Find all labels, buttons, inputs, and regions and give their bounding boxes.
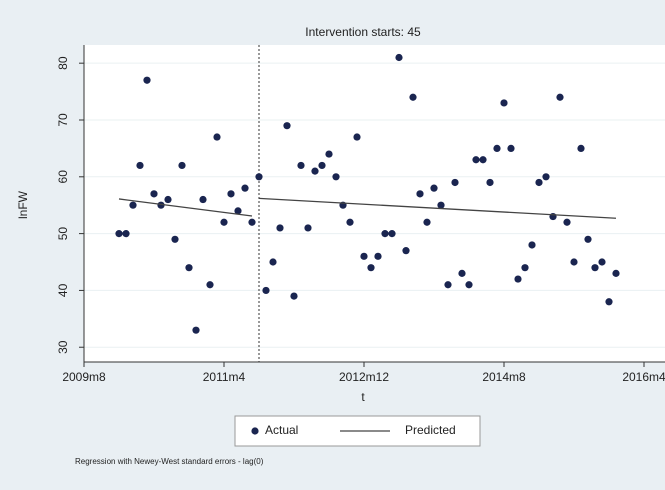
point xyxy=(479,156,487,164)
point xyxy=(353,133,361,141)
point xyxy=(507,144,515,152)
point xyxy=(360,252,368,260)
point xyxy=(444,281,452,289)
point xyxy=(577,144,585,152)
point xyxy=(290,292,298,300)
x-tick-label: 2009m8 xyxy=(62,370,106,384)
point xyxy=(374,252,382,260)
x-tick-label: 2012m12 xyxy=(339,370,389,384)
note: Regression with Newey-West standard erro… xyxy=(75,457,264,466)
point xyxy=(388,230,396,238)
legend-label: Predicted xyxy=(405,423,456,437)
y-axis-label: lnFW xyxy=(16,190,30,219)
line xyxy=(118,198,253,217)
point xyxy=(227,190,235,198)
point xyxy=(395,53,403,62)
point xyxy=(129,201,137,209)
point xyxy=(234,207,242,215)
point xyxy=(150,190,158,198)
point xyxy=(521,264,529,272)
y-tick-label: 80 xyxy=(56,56,70,70)
point xyxy=(514,275,522,283)
point xyxy=(528,241,536,249)
point xyxy=(381,230,389,238)
point xyxy=(584,235,592,243)
chart-title: Intervention starts: 45 xyxy=(305,25,421,39)
plot-area xyxy=(84,45,665,362)
point xyxy=(115,230,123,238)
point xyxy=(178,161,186,170)
y-tick-label: 50 xyxy=(56,227,70,241)
point xyxy=(171,235,179,243)
point xyxy=(402,247,410,255)
point xyxy=(248,218,256,226)
point xyxy=(241,184,249,192)
y-tick-label: 70 xyxy=(56,113,70,127)
point xyxy=(269,258,277,266)
point xyxy=(451,178,459,187)
point xyxy=(535,178,543,187)
point xyxy=(206,281,214,289)
point xyxy=(304,224,312,232)
line xyxy=(258,197,617,219)
y-tick-label: 40 xyxy=(56,283,70,297)
point xyxy=(416,190,424,198)
point xyxy=(486,178,494,187)
point xyxy=(500,99,508,107)
point xyxy=(346,218,354,226)
legend-marker xyxy=(251,427,259,435)
point xyxy=(332,173,340,181)
point xyxy=(556,93,564,101)
point xyxy=(255,173,263,181)
point xyxy=(325,150,333,158)
y-tick-label: 60 xyxy=(56,170,70,184)
point xyxy=(185,264,193,272)
point xyxy=(472,156,480,164)
point xyxy=(297,161,305,170)
point xyxy=(213,133,221,141)
point xyxy=(598,258,606,266)
x-tick-label: 2014m8 xyxy=(482,370,526,384)
point xyxy=(262,286,270,295)
point xyxy=(276,224,284,232)
point xyxy=(542,173,550,181)
point xyxy=(192,326,200,334)
point xyxy=(437,201,445,209)
point xyxy=(458,269,466,277)
point xyxy=(591,264,599,272)
point xyxy=(465,281,473,289)
y-tick-label: 30 xyxy=(56,340,70,354)
x-axis-label: t xyxy=(361,390,365,404)
point xyxy=(423,218,431,226)
point xyxy=(311,167,319,175)
point xyxy=(122,230,130,238)
x-tick-label: 2011m4 xyxy=(203,370,246,384)
x-tick-label: 2016m4 xyxy=(622,370,665,384)
point xyxy=(612,269,620,277)
point xyxy=(605,298,613,306)
point xyxy=(570,258,578,266)
point xyxy=(136,161,144,170)
point xyxy=(367,264,375,272)
legend-label: Actual xyxy=(265,423,298,437)
point xyxy=(493,144,501,152)
point xyxy=(283,122,291,130)
point xyxy=(199,195,207,204)
point xyxy=(164,195,172,204)
point xyxy=(430,184,438,192)
point xyxy=(409,93,417,101)
point xyxy=(563,218,571,226)
point xyxy=(318,161,326,170)
point xyxy=(220,218,228,226)
point xyxy=(143,76,151,84)
point xyxy=(157,201,165,209)
